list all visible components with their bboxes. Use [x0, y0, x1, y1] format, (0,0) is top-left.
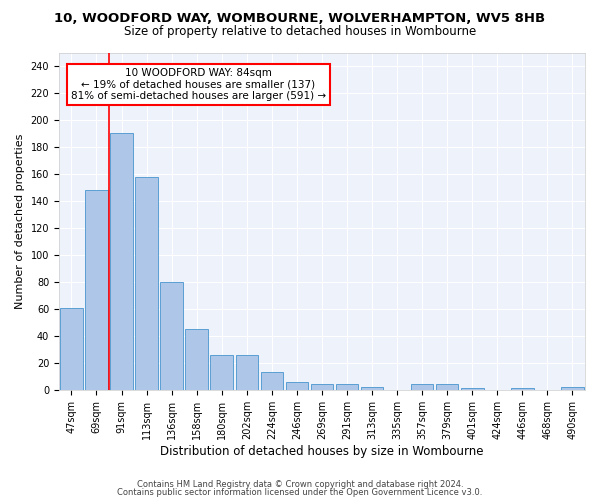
- Bar: [185, 329, 208, 390]
- Bar: [561, 387, 584, 390]
- Bar: [311, 384, 333, 390]
- Bar: [110, 134, 133, 390]
- Bar: [336, 384, 358, 390]
- Bar: [511, 388, 533, 390]
- Text: 10 WOODFORD WAY: 84sqm
← 19% of detached houses are smaller (137)
81% of semi-de: 10 WOODFORD WAY: 84sqm ← 19% of detached…: [71, 68, 326, 101]
- Bar: [160, 282, 183, 390]
- Bar: [60, 308, 83, 390]
- Bar: [136, 176, 158, 390]
- Bar: [411, 384, 433, 390]
- Bar: [211, 355, 233, 390]
- Bar: [85, 190, 108, 390]
- Text: 10, WOODFORD WAY, WOMBOURNE, WOLVERHAMPTON, WV5 8HB: 10, WOODFORD WAY, WOMBOURNE, WOLVERHAMPT…: [55, 12, 545, 26]
- Bar: [236, 355, 258, 390]
- Y-axis label: Number of detached properties: Number of detached properties: [15, 134, 25, 309]
- Bar: [286, 382, 308, 390]
- Bar: [436, 384, 458, 390]
- Bar: [361, 387, 383, 390]
- X-axis label: Distribution of detached houses by size in Wombourne: Distribution of detached houses by size …: [160, 444, 484, 458]
- Text: Size of property relative to detached houses in Wombourne: Size of property relative to detached ho…: [124, 25, 476, 38]
- Text: Contains public sector information licensed under the Open Government Licence v3: Contains public sector information licen…: [118, 488, 482, 497]
- Bar: [461, 388, 484, 390]
- Bar: [260, 372, 283, 390]
- Text: Contains HM Land Registry data © Crown copyright and database right 2024.: Contains HM Land Registry data © Crown c…: [137, 480, 463, 489]
